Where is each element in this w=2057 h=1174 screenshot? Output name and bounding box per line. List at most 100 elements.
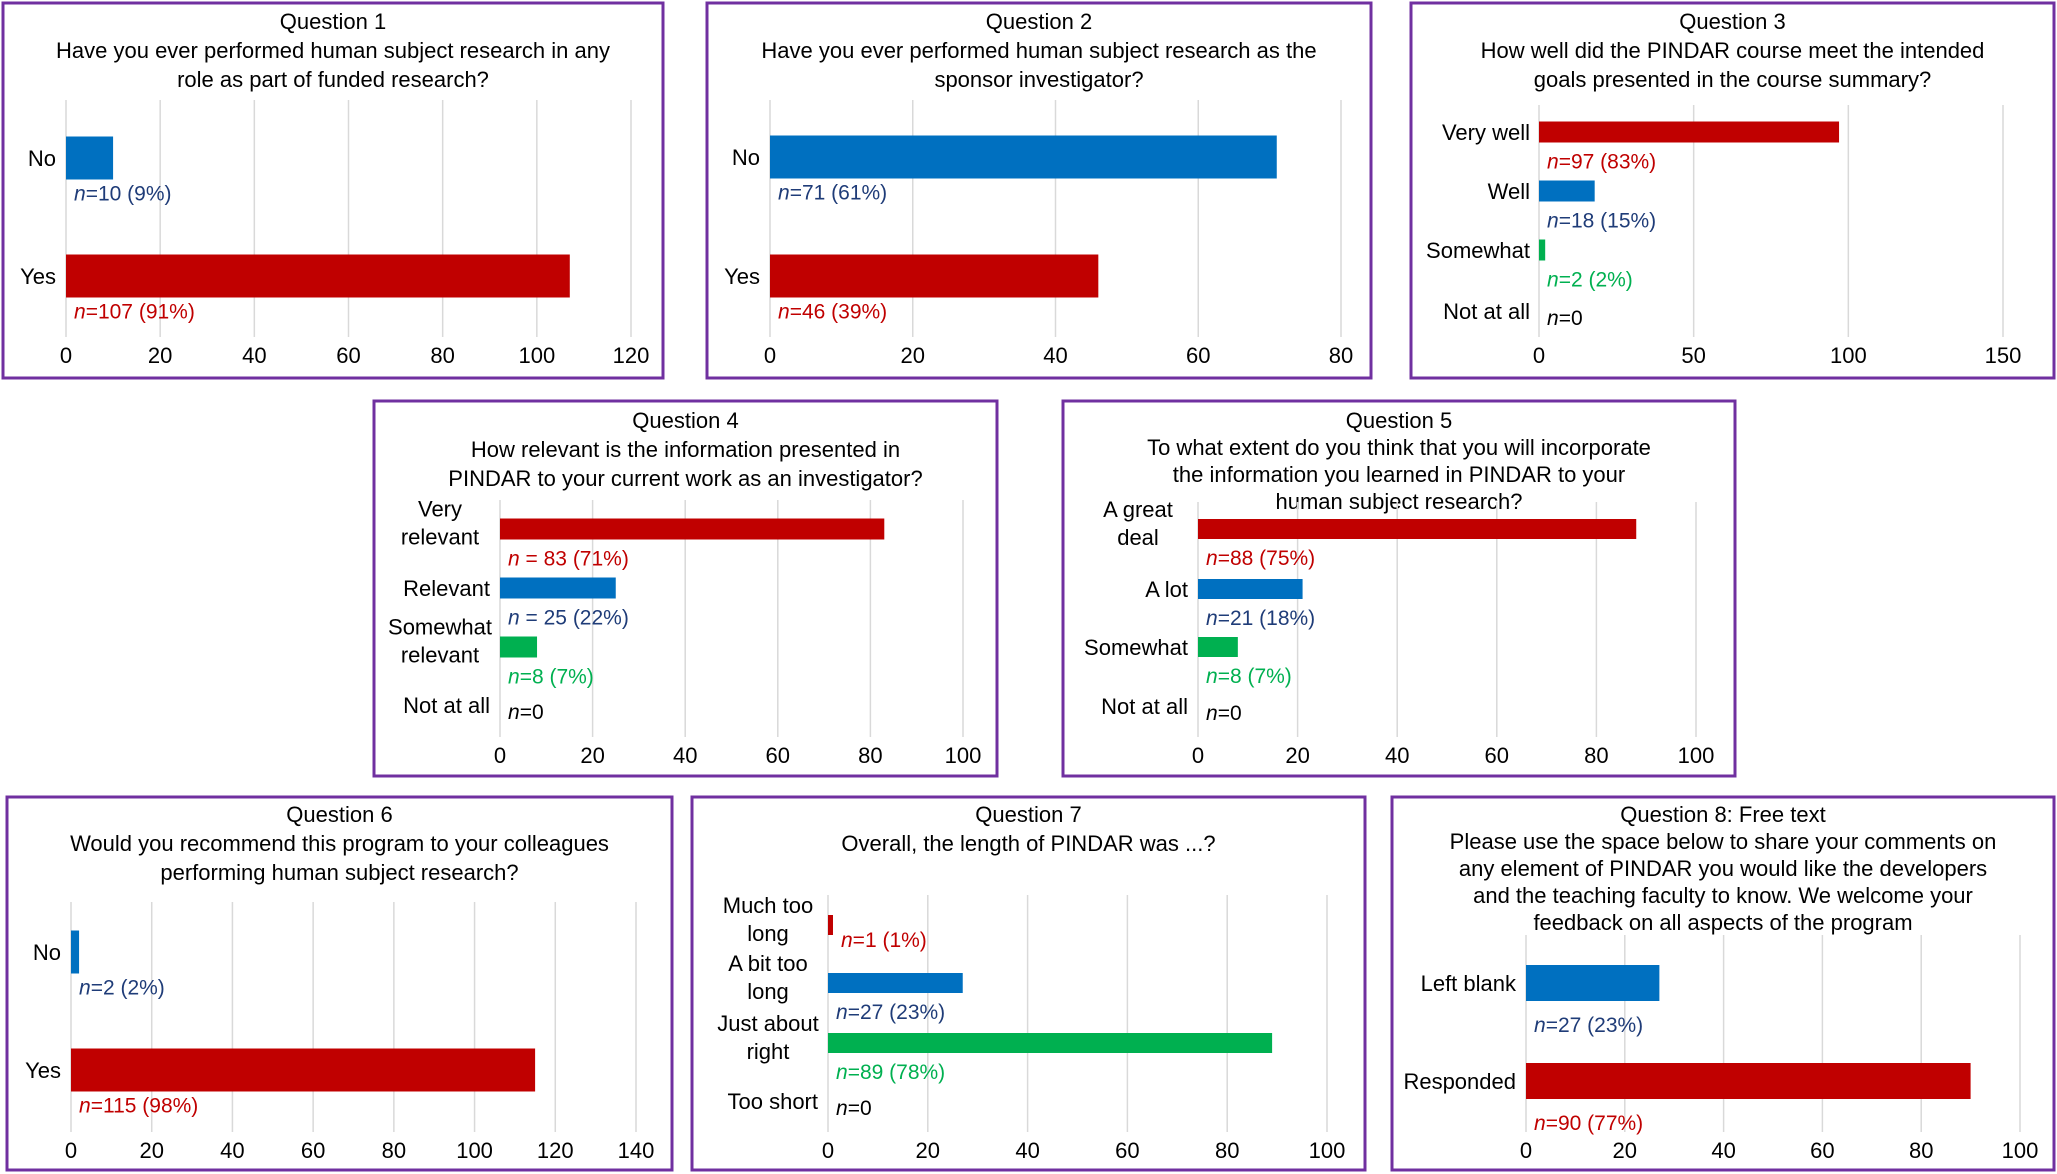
data-label-eq: = — [848, 1097, 860, 1120]
data-label-n: n — [74, 183, 86, 206]
x-tick-label: 60 — [336, 343, 360, 368]
data-label-eq: = — [1218, 547, 1230, 570]
data-label-eq: = — [86, 183, 98, 206]
data-label: n=1 (1%) — [841, 929, 927, 952]
chart-question-text: PINDAR to your current work as an invest… — [448, 466, 922, 491]
chart-title: Question 3 — [1679, 9, 1785, 34]
category-label: Not at all — [1101, 694, 1188, 719]
category-label: Much too — [723, 893, 814, 918]
data-label-n: n — [508, 666, 520, 689]
x-tick-label: 100 — [456, 1138, 493, 1163]
data-label-value: 89 (78%) — [860, 1061, 945, 1084]
x-tick-label: 0 — [764, 343, 776, 368]
x-tick-label: 120 — [537, 1138, 574, 1163]
chart-question-text: How relevant is the information presente… — [471, 437, 900, 462]
chart-question-text: sponsor investigator? — [934, 67, 1143, 92]
data-label-value: 27 (23%) — [860, 1001, 945, 1024]
data-label-eq: = — [1218, 665, 1230, 688]
data-label: n=2 (2%) — [1547, 269, 1633, 292]
bar-somewhat-relevant — [500, 636, 538, 658]
x-tick-label: 60 — [1186, 343, 1210, 368]
data-label-n: n — [1547, 269, 1559, 292]
bar-no — [770, 135, 1277, 179]
x-tick-label: 80 — [1329, 343, 1353, 368]
category-label: deal — [1117, 525, 1159, 550]
panel-border — [372, 399, 999, 778]
data-label: n=0 — [1547, 307, 1583, 330]
chart-panel-q7: Question 7 Overall, the length of PINDAR … — [690, 795, 1367, 1172]
data-label: n=0 — [1206, 702, 1242, 725]
data-label: n=8 (7%) — [508, 666, 594, 689]
chart-title: Question 8: Free text — [1620, 802, 1825, 827]
category-label: Somewhat — [1426, 238, 1530, 263]
data-label: n=10 (9%) — [74, 183, 171, 206]
chart-panel-q5: Question 5To what extent do you think th… — [1061, 399, 1737, 778]
category-label: Just about — [717, 1011, 819, 1036]
data-label-value: 8 (7%) — [1230, 665, 1292, 688]
x-tick-label: 60 — [766, 743, 790, 768]
data-label: n=88 (75%) — [1206, 547, 1315, 570]
bar-yes — [770, 254, 1099, 298]
data-label-eq: = — [1559, 210, 1571, 233]
category-label: No — [732, 145, 760, 170]
data-label-n: n — [836, 1061, 848, 1084]
chart-question-text: Please use the space below to share your… — [1450, 829, 1997, 854]
bar-somewhat — [1539, 239, 1546, 261]
x-tick-label: 40 — [673, 743, 697, 768]
data-label: n = 25 (22%) — [508, 607, 629, 630]
x-tick-label: 0 — [1520, 1138, 1532, 1163]
data-label-n: n — [778, 301, 790, 324]
category-label: Very well — [1442, 120, 1530, 145]
x-tick-label: 80 — [858, 743, 882, 768]
data-label-value: 27 (23%) — [1558, 1014, 1643, 1037]
data-label: n=2 (2%) — [79, 977, 165, 1000]
bar-very-relevant — [500, 518, 885, 540]
x-tick-label: 60 — [1115, 1138, 1139, 1163]
x-tick-label: 20 — [916, 1138, 940, 1163]
data-label-eq: = — [91, 977, 103, 1000]
bar-well — [1539, 180, 1595, 202]
data-label: n=27 (23%) — [836, 1001, 945, 1024]
x-tick-label: 20 — [901, 343, 925, 368]
category-label: Left blank — [1421, 971, 1517, 996]
category-label: A great — [1103, 497, 1173, 522]
x-tick-label: 40 — [220, 1138, 244, 1163]
x-tick-label: 100 — [2002, 1138, 2039, 1163]
data-label: n=107 (91%) — [74, 301, 195, 324]
chart-panel-q3: Question 3 How well did the PINDAR course… — [1409, 1, 2056, 380]
bar-yes — [71, 1048, 536, 1092]
bar-no — [66, 136, 114, 180]
category-label: relevant — [401, 525, 479, 550]
bar-somewhat — [1198, 637, 1238, 657]
x-tick-label: 20 — [580, 743, 604, 768]
data-label-eq: = — [91, 1095, 103, 1118]
data-label: n=90 (77%) — [1534, 1112, 1643, 1135]
x-tick-label: 50 — [1681, 343, 1705, 368]
chart-question-text: How well did the PINDAR course meet the … — [1481, 38, 1985, 63]
x-tick-label: 20 — [1285, 743, 1309, 768]
panel-border — [5, 795, 674, 1172]
category-label: Very — [418, 497, 462, 522]
x-tick-label: 100 — [1830, 343, 1867, 368]
category-label: A bit too — [728, 951, 808, 976]
data-label-eq: = — [86, 301, 98, 324]
x-tick-label: 80 — [1215, 1138, 1239, 1163]
data-label-eq: = — [1218, 607, 1230, 630]
category-label: Relevant — [403, 576, 490, 601]
x-tick-label: 120 — [613, 343, 650, 368]
data-label-n: n — [1206, 607, 1218, 630]
x-tick-label: 80 — [382, 1138, 406, 1163]
chart-title: Question 1 — [280, 9, 386, 34]
data-label-eq: = — [1218, 702, 1230, 725]
data-label-n: n — [778, 182, 790, 205]
data-label-n: n — [1547, 307, 1559, 330]
data-label: n = 83 (71%) — [508, 548, 629, 571]
chart-question-text: human subject research? — [1275, 489, 1522, 514]
x-tick-label: 40 — [1043, 343, 1067, 368]
category-label: Too short — [728, 1089, 819, 1114]
category-label: Responded — [1403, 1069, 1516, 1094]
data-label-eq: = — [790, 182, 802, 205]
chart-title: Question 5 — [1346, 408, 1452, 433]
x-tick-label: 60 — [301, 1138, 325, 1163]
chart-question-text: feedback on all aspects of the program — [1533, 910, 1912, 935]
